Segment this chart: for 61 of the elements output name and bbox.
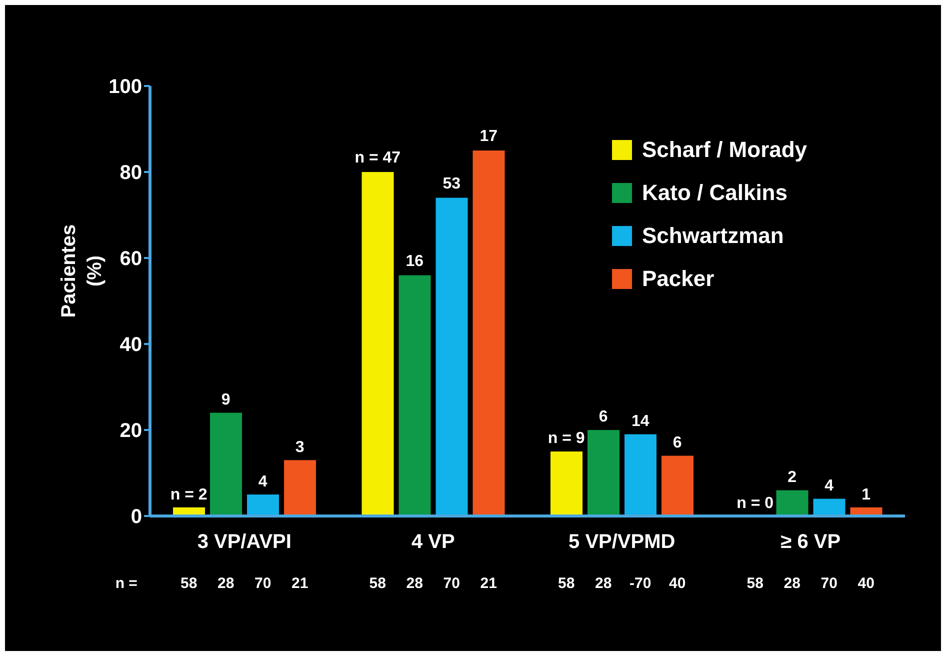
y-tick-label: 100 [108,76,142,98]
text: 21 [480,575,497,592]
text: 28 [406,575,423,592]
bar [436,198,468,516]
text: 70 [443,575,460,592]
x-tick-label: 5 VP/VPMD [568,531,676,553]
annotation: n = 9 [548,430,585,448]
annotation: 53 [442,175,461,192]
y-tick-label: 0 [130,506,142,528]
legend-label: Kato / Calkins [642,180,788,206]
bar [776,490,808,516]
bar [362,172,394,516]
text: 70 [254,575,272,592]
annotation: 1 [862,486,871,504]
annotation: 16 [406,253,424,270]
bar [398,275,431,516]
bar [210,412,242,516]
annotation: n = 47 [354,149,401,166]
legend-label: Scharf / Morady [642,136,808,162]
text: n = [115,575,138,592]
annotation: 9 [221,391,230,408]
text: 28 [784,575,800,592]
y-tick-label: 20 [120,420,142,442]
annotation: 14 [631,412,650,430]
text: 58 [558,575,575,592]
bar [284,460,316,516]
annotation: 3 [295,438,304,456]
text: 28 [595,575,612,592]
annotation: 4 [824,478,834,495]
y-tick-label: 80 [120,162,142,184]
bar [662,456,694,516]
bar [588,430,620,516]
text: 40 [669,575,686,592]
y-tick-label: 40 [120,334,142,356]
y-axis-title: Pacientes (%) [58,224,106,318]
annotation: n = 2 [170,486,208,504]
bar [247,494,279,516]
text: 58 [180,575,198,592]
text: 58 [369,575,386,592]
bar [813,498,846,516]
annotation: 4 [258,473,268,490]
y-tick-label: 60 [120,248,142,270]
legend-label: Schwartzman [642,222,784,248]
annotation: 2 [788,469,797,486]
annotation: 6 [598,408,608,426]
bar [624,434,656,516]
x-tick-label: 3 VP/AVPI [197,531,292,553]
x-tick-label: 4 VP [411,531,455,553]
text: 40 [858,575,874,592]
text: 28 [218,575,234,592]
annotation: 17 [480,128,498,145]
bar [550,452,582,516]
text: 58 [746,575,764,592]
text: 21 [292,575,308,592]
text: 70 [820,575,838,592]
x-tick-label: ≥ 6 VP [780,531,841,553]
legend-label: Packer [642,266,714,292]
text: -70 [630,575,652,592]
annotation: 6 [672,434,682,452]
annotation: n = 0 [736,495,774,512]
bar [472,150,505,516]
